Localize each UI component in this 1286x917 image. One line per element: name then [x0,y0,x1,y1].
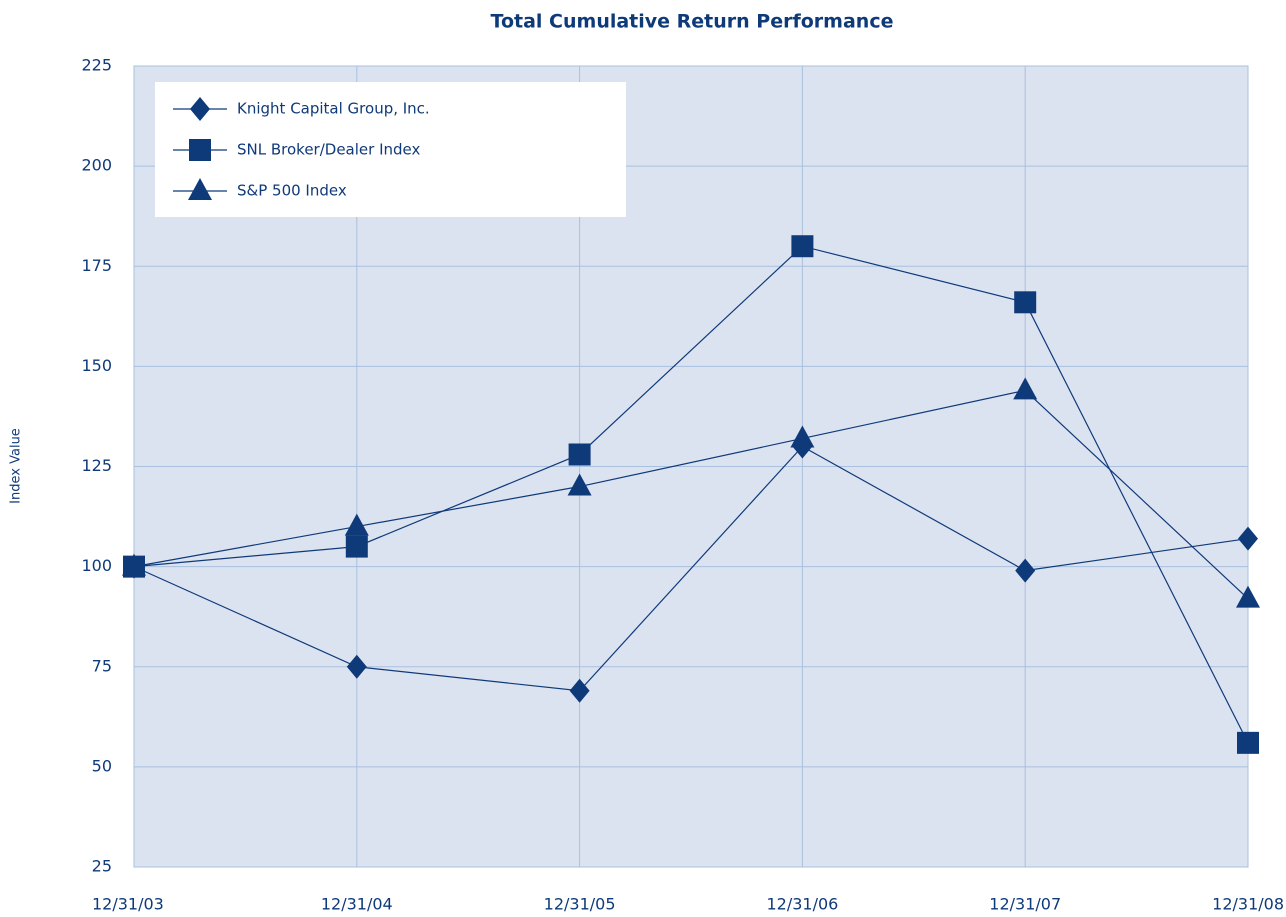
x-tick-label: 12/31/08 [1212,895,1284,914]
y-tick-label: 125 [81,456,112,475]
y-tick-label: 150 [81,356,112,375]
marker [569,678,590,703]
x-tick-label: 12/31/07 [989,895,1061,914]
series-line [133,245,1249,744]
lines [122,235,1260,754]
marker [1015,558,1036,583]
marker [188,178,212,200]
marker [344,513,369,536]
y-tick-label: 225 [81,56,112,75]
marker [1014,291,1037,314]
marker [567,473,592,496]
marker [790,425,815,448]
series-line [133,389,1249,600]
x-tick-label: 12/31/04 [321,895,393,914]
marker [122,553,146,576]
legend-box [155,82,626,217]
marker [189,139,211,161]
marker [791,235,814,258]
marker [345,535,368,558]
y-tick-label: 100 [81,556,112,575]
y-tick-label: 25 [92,857,112,876]
marker [346,654,367,679]
marker [568,443,591,466]
legend-label: Knight Capital Group, Inc. [237,100,430,118]
y-tick-label: 200 [81,156,112,175]
y-tick-label: 75 [92,656,112,675]
x-tick-label: 12/31/03 [92,895,164,914]
marker [1013,377,1038,400]
legend-label: SNL Broker/Dealer Index [237,141,420,159]
marker [1237,731,1259,754]
y-axis-label: Index Value [9,428,24,504]
marker [190,97,210,121]
y-tick-label: 50 [92,756,112,775]
marker [1238,526,1258,551]
y-tick-label: 175 [81,256,112,275]
grid [133,65,1249,868]
x-tick-label: 12/31/05 [544,895,616,914]
series-line [133,445,1249,692]
x-tick-label: 12/31/06 [766,895,838,914]
legend-label: S&P 500 Index [237,182,347,200]
marker [1236,585,1260,608]
chart-title: Total Cumulative Return Performance [491,11,894,33]
